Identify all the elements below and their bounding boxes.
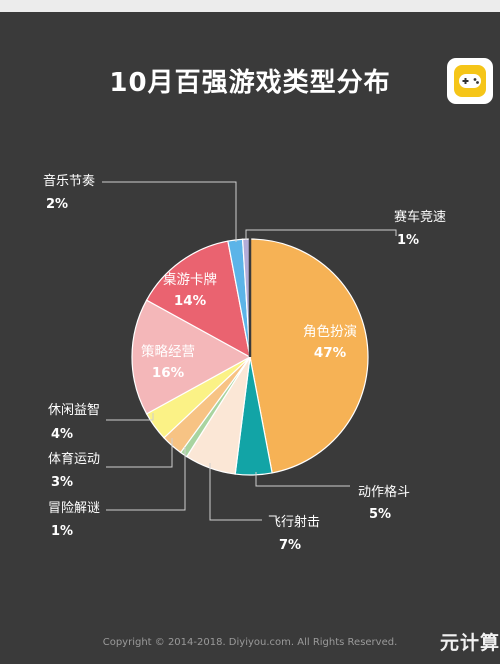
slice-percent: 5%	[369, 507, 391, 522]
slice-label: 飞行射击	[268, 514, 320, 530]
copyright-text: Copyright © 2014-2018. Diyiyou.com. All …	[102, 637, 398, 648]
leader-line	[106, 413, 154, 421]
pie-slice	[145, 240, 251, 359]
slice-label: 策略经营	[141, 343, 195, 360]
leader-line	[209, 463, 262, 521]
slice-percent: 47%	[314, 345, 347, 361]
slice-percent: 7%	[279, 538, 301, 553]
slice-percent: 2%	[46, 197, 68, 212]
pie-slice	[131, 299, 252, 415]
slice-percent: 1%	[397, 233, 419, 248]
slice-label: 动作格斗	[358, 484, 410, 500]
slice-label: 赛车竞速	[394, 209, 446, 225]
slice-label: 休闲益智	[48, 403, 100, 418]
slice-label: 体育运动	[48, 451, 100, 467]
slice-percent: 1%	[51, 524, 73, 539]
leader-line	[106, 438, 173, 468]
slice-label: 冒险解谜	[48, 501, 100, 516]
leader-line	[102, 181, 237, 242]
gamepad-icon	[447, 58, 493, 104]
leader-line	[245, 229, 397, 240]
watermark-text: 元计算	[440, 632, 500, 654]
slice-label: 音乐节奏	[43, 173, 95, 189]
leader-line	[255, 472, 350, 487]
slice-label: 角色扮演	[303, 323, 357, 340]
slice-percent: 3%	[51, 475, 73, 490]
leader-line	[106, 447, 186, 511]
slice-percent: 14%	[174, 293, 207, 309]
chart-title: 10月百强游戏类型分布	[109, 68, 391, 98]
slice-percent: 16%	[152, 365, 185, 381]
slice-label: 桌游卡牌	[163, 271, 217, 288]
top-strip	[0, 0, 500, 12]
slice-percent: 4%	[51, 427, 73, 442]
pie-slice	[249, 238, 369, 474]
